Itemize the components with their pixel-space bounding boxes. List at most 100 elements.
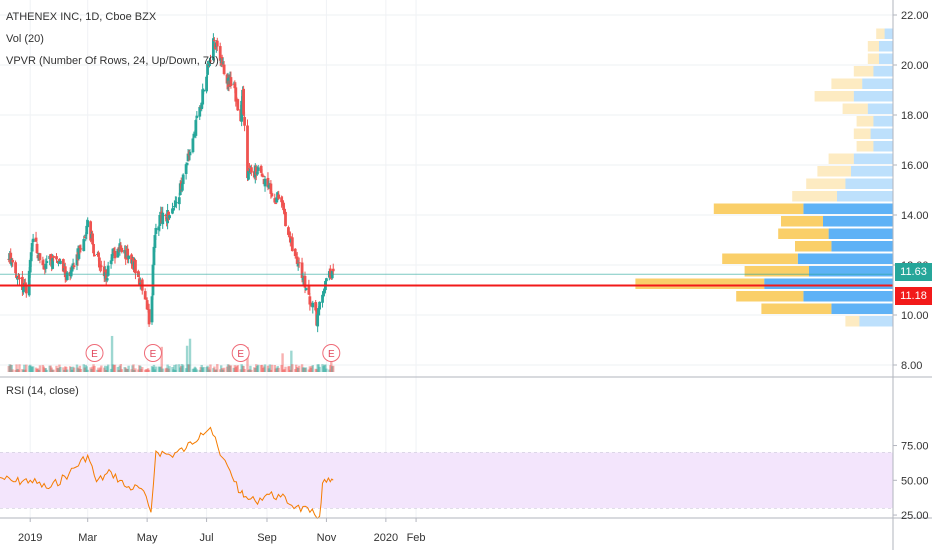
candle-body [273, 198, 277, 203]
candle-body [168, 215, 171, 219]
volume-bar [168, 366, 171, 372]
candle-body [120, 247, 124, 252]
time-tick-label: Sep [257, 532, 277, 544]
candle-body [51, 258, 55, 269]
volume-profile-down [828, 153, 854, 164]
volume-bar [145, 369, 149, 372]
volume-bar [10, 364, 13, 372]
candle-body [157, 226, 161, 231]
volume-bar [296, 368, 300, 372]
volume-profile-up [851, 166, 893, 177]
volume-profile-up [845, 178, 893, 189]
candle-body [201, 89, 205, 105]
candle-body [42, 265, 46, 270]
volume-bar [72, 367, 76, 372]
volume-profile-down [814, 91, 854, 102]
volume-profile-down [876, 28, 885, 39]
volume-legend[interactable]: Vol (20) [6, 33, 44, 45]
volume-bar [68, 366, 72, 372]
volume-bar [132, 364, 135, 372]
volume-bar [125, 368, 128, 372]
volume-profile-down [806, 178, 846, 189]
volume-bar [7, 366, 10, 372]
volume-bar [257, 364, 260, 372]
volume-bar [309, 367, 313, 372]
volume-bar [105, 366, 109, 372]
last-price-tag: 11.63 [895, 263, 932, 281]
volume-bar [206, 365, 209, 372]
candle-body [180, 183, 184, 191]
volume-bar [17, 369, 20, 372]
time-tick-label: Jul [200, 532, 214, 544]
volume-bar [91, 366, 94, 372]
price-tick-label: 14.00 [901, 210, 929, 222]
volume-bar [29, 365, 33, 372]
candle-body [97, 252, 100, 257]
candle-body [92, 243, 95, 254]
volume-bar [138, 365, 141, 372]
vpvr-legend[interactable]: VPVR (Number Of Rows, 24, Up/Down, 70) [6, 55, 219, 67]
symbol-legend[interactable]: ATHENEX INC, 1D, Cboe BZX [6, 11, 157, 23]
candle-body [63, 266, 67, 278]
candle-body [21, 276, 24, 290]
candle-body [212, 40, 216, 42]
candle-body [102, 266, 106, 277]
candle-body [145, 300, 149, 310]
volume-bar [109, 368, 113, 372]
volume-bar [45, 369, 48, 372]
volume-bar [233, 365, 237, 372]
volume-bar [250, 369, 253, 372]
candle-body [209, 60, 212, 62]
volume-bar [137, 369, 140, 372]
earnings-marker-label: E [237, 349, 244, 360]
volume-bar [253, 367, 256, 372]
volume-bar [235, 365, 238, 372]
rsi-legend[interactable]: RSI (14, close) [6, 385, 79, 397]
volume-bar [225, 366, 229, 372]
candle-body [58, 259, 61, 262]
volume-bar [259, 365, 263, 372]
volume-bar [55, 365, 58, 372]
volume-bar [226, 364, 230, 372]
candle-body [249, 167, 253, 173]
volume-bar [171, 366, 174, 372]
volume-bar [331, 366, 334, 372]
candle-body [290, 237, 294, 252]
volume-bar [198, 369, 201, 372]
price-tick-label: 18.00 [901, 110, 929, 122]
volume-profile-down [853, 128, 871, 139]
volume-bar [192, 368, 196, 372]
volume-bar [14, 369, 17, 372]
volume-bar [290, 350, 293, 372]
volume-bar [307, 369, 311, 372]
candle-body [283, 209, 286, 215]
volume-bar [119, 364, 123, 372]
volume-bar [284, 366, 287, 372]
volume-bar [165, 367, 168, 372]
candle-body [314, 302, 318, 311]
volume-profile-down [781, 216, 823, 227]
candle-body [113, 250, 117, 259]
candle-body [70, 267, 74, 272]
volume-bar [219, 369, 222, 372]
candle-body [11, 260, 15, 263]
volume-bar [75, 364, 79, 372]
volume-bar [49, 365, 52, 372]
volume-bar [273, 365, 276, 372]
price-tick-label: 22.00 [901, 10, 929, 22]
volume-bar [44, 368, 47, 372]
candle-body [14, 262, 17, 274]
volume-profile-down [736, 291, 804, 302]
earnings-marker-label: E [150, 349, 157, 360]
candle-body [35, 243, 39, 254]
candlesticks [7, 33, 335, 333]
volume-bar [160, 346, 163, 372]
candle-body [275, 197, 279, 203]
candle-body [49, 254, 53, 260]
earnings-marker [322, 344, 341, 362]
volume-profile-up [797, 253, 893, 264]
volume-profile-up [862, 78, 893, 89]
candle-body [259, 165, 263, 173]
candle-body [91, 233, 94, 245]
